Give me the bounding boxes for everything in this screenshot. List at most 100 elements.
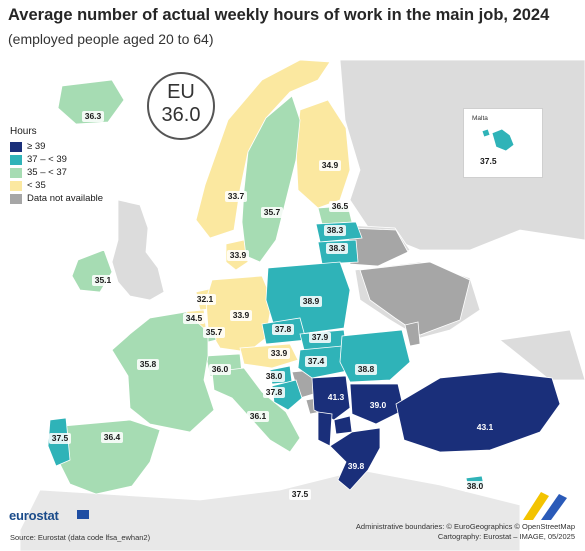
value-label-poland: 38.9 — [303, 296, 320, 306]
image-logo-icon — [523, 492, 567, 520]
value-label-bg — [227, 250, 249, 261]
value-label-germany: 33.9 — [233, 310, 250, 320]
value-label-cyprus: 38.0 — [467, 481, 484, 491]
moldova-dna — [404, 321, 421, 347]
iceland — [57, 79, 125, 125]
malta-inset: Malta 37.5 — [463, 108, 543, 178]
value-label-bg — [203, 327, 225, 338]
value-label-bg — [225, 191, 247, 202]
legend-item: < 35 — [10, 179, 103, 192]
eurostat-logo: eurostat — [9, 508, 59, 523]
bulgaria — [349, 383, 405, 425]
legend-item: 37 – < 39 — [10, 153, 103, 166]
albania — [317, 411, 333, 447]
value-label-bg — [329, 201, 351, 212]
value-label-lithuania: 38.3 — [329, 243, 346, 253]
value-label-bg — [263, 387, 285, 398]
value-label-bg — [183, 313, 205, 324]
value-label-finland: 34.9 — [322, 160, 339, 170]
malta-shape — [481, 128, 515, 152]
value-label-czechia: 37.8 — [275, 324, 292, 334]
eu-average-badge: EU 36.0 — [147, 72, 215, 140]
value-label-bg — [289, 489, 311, 500]
value-label-bg — [82, 111, 104, 122]
source-note: Source: Eurostat (data code lfsa_ewhan2) — [10, 533, 151, 542]
value-label-bg — [137, 359, 159, 370]
value-label-slovenia: 38.0 — [266, 371, 283, 381]
value-label-latvia: 38.3 — [327, 225, 344, 235]
value-label-denmark: 33.9 — [230, 250, 247, 260]
spain — [57, 419, 161, 495]
value-label-croatia: 37.8 — [266, 387, 283, 397]
value-label-norway: 33.7 — [228, 191, 245, 201]
legend-swatch — [10, 154, 22, 165]
sweden — [241, 95, 301, 263]
legend-title: Hours — [10, 126, 37, 137]
value-label-hungary: 37.4 — [308, 356, 325, 366]
chart-subtitle: (employed people aged 20 to 64) — [8, 31, 214, 47]
value-label-serbia: 41.3 — [328, 392, 345, 402]
italy — [211, 367, 301, 453]
value-label-switzerland: 36.0 — [212, 364, 229, 374]
legend-item: 35 – < 37 — [10, 166, 103, 179]
value-label-t-rkiye: 43.1 — [477, 422, 494, 432]
value-label-bg — [326, 243, 348, 254]
value-label-ireland: 35.1 — [95, 275, 112, 285]
value-label-bg — [464, 481, 486, 492]
value-label-netherlands: 32.1 — [197, 294, 214, 304]
value-label-luxembourg: 35.7 — [206, 327, 223, 337]
value-label-spain: 36.4 — [104, 432, 121, 442]
legend-swatch — [10, 180, 22, 191]
legend-swatch — [10, 141, 22, 152]
legend-label: < 35 — [27, 180, 46, 191]
value-label-bg — [209, 364, 231, 375]
value-label-bg — [300, 296, 322, 307]
legend-swatch — [10, 193, 22, 204]
value-label-bg — [305, 356, 327, 367]
value-label-iceland: 36.3 — [85, 111, 102, 121]
value-label-bg — [268, 348, 290, 359]
value-label-bg — [230, 310, 252, 321]
legend-label: Data not available — [27, 193, 104, 204]
value-label-bg — [355, 364, 377, 375]
finland — [295, 99, 351, 209]
legend-item: ≥ 39 — [10, 140, 103, 153]
value-label-italy: 36.1 — [250, 411, 267, 421]
value-label-bg — [49, 433, 71, 444]
value-label-france: 35.8 — [140, 359, 157, 369]
chart-title: Average number of actual weekly hours of… — [8, 6, 550, 24]
value-label-estonia: 36.5 — [332, 201, 349, 211]
ukraine-dna — [359, 261, 471, 336]
legend-label: 35 – < 37 — [27, 167, 67, 178]
eu-label: EU — [167, 81, 195, 103]
credits-boundaries: Administrative boundaries: © EuroGeograp… — [355, 522, 575, 531]
legend-label: ≥ 39 — [27, 141, 46, 152]
value-label-portugal: 37.5 — [52, 433, 69, 443]
value-label-bg — [319, 160, 341, 171]
value-label-bg — [101, 432, 123, 443]
value-label-romania: 38.8 — [358, 364, 375, 374]
inset-title: Malta — [472, 115, 488, 122]
value-label-bg — [247, 411, 269, 422]
legend: Hours ≥ 39 37 – < 39 35 – < 37 < 35 Data… — [10, 126, 103, 205]
russia-east — [339, 59, 585, 251]
value-label-bg — [309, 332, 331, 343]
caucasus — [499, 329, 585, 381]
value-label-bg — [324, 225, 346, 236]
legend-item: Data not available — [10, 192, 103, 205]
legend-swatch — [10, 167, 22, 178]
value-label-bg — [272, 324, 294, 335]
value-label-belgium: 34.5 — [186, 313, 203, 323]
value-label-bg — [261, 207, 283, 218]
value-label-sicily-malta-area: 37.5 — [292, 489, 309, 499]
legend-label: 37 – < 39 — [27, 154, 67, 165]
value-label-bg — [92, 275, 114, 286]
value-label-bg — [194, 294, 216, 305]
credits: Administrative boundaries: © EuroGeograp… — [356, 522, 575, 542]
credits-cartography: Cartography: Eurostat – IMAGE, 05/2025 — [437, 531, 575, 541]
value-label-austria: 33.9 — [271, 348, 288, 358]
value-label-greece: 39.8 — [348, 461, 365, 471]
north-macedonia — [333, 415, 353, 435]
turkiye — [395, 371, 561, 453]
